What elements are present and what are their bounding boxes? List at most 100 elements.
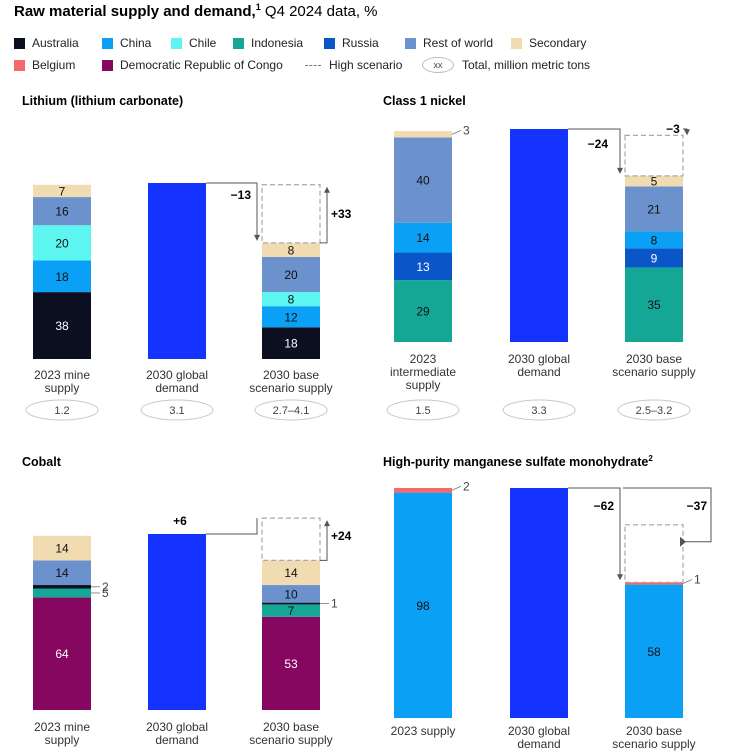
- category-label: 2030 base: [263, 368, 319, 382]
- bar-value-label: 18: [284, 337, 298, 351]
- high-annotation: −3: [666, 122, 680, 136]
- high-arrow: [320, 187, 328, 244]
- total-label: 2.5–3.2: [636, 405, 673, 417]
- bar-segment-chile: [262, 292, 320, 307]
- category-label: 2030 base: [626, 724, 682, 738]
- dashed-line-icon: [305, 64, 321, 66]
- category-label: supply: [406, 378, 441, 392]
- bar-value-label: 5: [651, 175, 658, 189]
- legend-item-drc: Democratic Republic of Congo: [102, 58, 283, 72]
- bar-segment-demand: [148, 183, 206, 359]
- bar-value-label: 40: [416, 174, 430, 188]
- bar-value-label: 58: [647, 645, 661, 659]
- bar-value-label: 8: [288, 293, 295, 307]
- total-oval: [140, 399, 214, 421]
- legend-item-russia: Russia: [324, 36, 379, 50]
- total-label: 3.3: [531, 405, 546, 417]
- total-label: 1.2: [54, 405, 69, 417]
- gap-arrow: [568, 487, 621, 580]
- legend-label: Total, million metric tons: [462, 58, 591, 72]
- bar-segment-china: [394, 222, 452, 253]
- bar-value-label: 18: [55, 270, 69, 284]
- gap-arrow: [568, 128, 621, 173]
- bar-segment-rest: [394, 137, 452, 223]
- category-label: demand: [517, 737, 560, 751]
- bar-segment-secondary: [625, 175, 683, 187]
- bar-segment-russia: [625, 248, 683, 268]
- category-label: 2030 global: [146, 720, 208, 734]
- high-scenario-box: [261, 517, 321, 561]
- total-oval: [25, 399, 99, 421]
- bar-segment-rest: [262, 585, 320, 603]
- bar-segment-secondary: [262, 560, 320, 586]
- high-scenario-box: [624, 134, 684, 177]
- category-label: scenario supply: [249, 381, 332, 395]
- total-label: 2.7–4.1: [273, 405, 310, 417]
- legend-item-high-scenario: High scenario: [305, 58, 402, 72]
- arrowhead-icon: [324, 186, 330, 193]
- bar-value-label: 8: [288, 243, 295, 257]
- legend-swatch-russia: [324, 37, 335, 49]
- category-label: scenario supply: [612, 365, 695, 379]
- arrowhead-icon: [254, 234, 260, 241]
- legend-item-secondary: Secondary: [511, 36, 586, 50]
- category-label: 2023 mine: [34, 368, 90, 382]
- bar-segment-demand: [510, 488, 568, 718]
- legend-label: High scenario: [329, 58, 403, 72]
- bar-value-label: 8: [651, 233, 658, 247]
- gap-annotation: −13: [231, 188, 252, 202]
- arrowhead-icon: [617, 574, 623, 581]
- legend-item-indonesia: Indonesia: [233, 36, 303, 50]
- bar-value-label: 14: [284, 566, 298, 580]
- legend-label: Russia: [342, 36, 379, 50]
- callout-line: [682, 579, 693, 584]
- bar-segment-rest: [33, 560, 91, 586]
- bar-segment-demand: [148, 534, 206, 710]
- bar-segment-russia: [394, 252, 452, 281]
- legend-item-total: xx Total, million metric tons: [422, 57, 590, 73]
- legend-label: Chile: [189, 36, 217, 50]
- legend-label: Democratic Republic of Congo: [120, 58, 283, 72]
- category-label: 2030 base: [263, 720, 319, 734]
- bar-value-label: 9: [651, 251, 658, 265]
- legend: Australia China Chile Indonesia Russia R…: [14, 36, 714, 78]
- legend-swatch-drc: [102, 59, 113, 71]
- bar-value-label: 2: [463, 479, 470, 493]
- category-label: scenario supply: [612, 737, 695, 751]
- category-label: 2030 global: [508, 724, 570, 738]
- legend-swatch-belgium: [14, 59, 25, 71]
- bar-segment-china: [625, 231, 683, 249]
- panel-title: Cobalt: [22, 455, 62, 469]
- high-arrow: [320, 521, 328, 561]
- legend-swatch-secondary: [511, 37, 522, 49]
- bar-segment-demand: [510, 129, 568, 342]
- gap-annotation: −24: [588, 137, 609, 151]
- panel-title: Class 1 nickel: [383, 94, 466, 108]
- legend-item-australia: Australia: [14, 36, 79, 50]
- category-label: demand: [155, 733, 198, 747]
- legend-swatch-australia: [14, 37, 25, 49]
- high-arrow: [623, 487, 712, 543]
- total-oval: [386, 399, 460, 421]
- high-annotation: +24: [331, 529, 352, 543]
- total-oval: [254, 399, 328, 421]
- title-rest: Q4 2024 data, %: [260, 3, 378, 20]
- legend-swatch-indonesia: [233, 37, 244, 49]
- bar-segment-drc: [33, 597, 91, 710]
- bar-value-label: 1: [694, 572, 701, 586]
- gap-arrow: [206, 182, 258, 240]
- panel-title-footnote: 2: [648, 454, 653, 463]
- legend-label: Belgium: [32, 58, 76, 72]
- total-oval: [502, 399, 576, 421]
- category-label: 2023: [410, 352, 437, 366]
- bar-value-label: 12: [284, 310, 298, 324]
- bar-segment-australia: [262, 327, 320, 359]
- bar-segment-belgium: [394, 488, 452, 493]
- bar-segment-china: [262, 306, 320, 328]
- legend-label: Indonesia: [251, 36, 304, 50]
- legend-label: Australia: [32, 36, 79, 50]
- bar-value-label: 35: [647, 298, 661, 312]
- high-annotation: −37: [687, 499, 708, 513]
- legend-item-china: China: [102, 36, 151, 50]
